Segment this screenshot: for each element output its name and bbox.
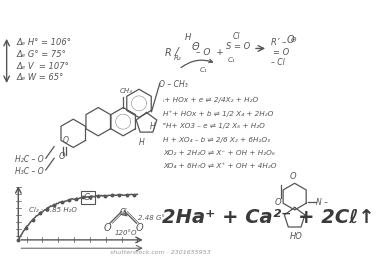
Text: 2.48 G°: 2.48 G° [138, 215, 165, 221]
Text: HO: HO [290, 232, 303, 241]
Text: Cl₂ ⋅ 6.85 H₂O: Cl₂ ⋅ 6.85 H₂O [29, 207, 77, 213]
Text: CH₃: CH₃ [120, 88, 133, 94]
Text: H: H [185, 33, 191, 43]
Text: Δₑ W = 65°: Δₑ W = 65° [17, 73, 64, 82]
Text: – Cl: – Cl [271, 59, 285, 67]
Text: O: O [103, 223, 111, 233]
Text: Θ: Θ [291, 37, 297, 43]
Text: O: O [63, 136, 68, 145]
Text: H: H [150, 122, 156, 131]
Text: R: R [165, 48, 171, 59]
Text: R’ –: R’ – [271, 38, 286, 47]
Text: O – CH₃: O – CH₃ [159, 80, 188, 89]
Text: O: O [275, 198, 281, 207]
Text: /: / [175, 47, 179, 57]
Text: N –: N – [316, 198, 328, 207]
Text: G₂: G₂ [83, 193, 93, 202]
Text: Δₑ V  = 107°: Δₑ V = 107° [17, 62, 69, 71]
Text: C₁: C₁ [228, 57, 236, 63]
Text: Cl: Cl [232, 32, 240, 41]
Text: – O  +: – O + [196, 48, 224, 57]
Text: 120°O: 120°O [115, 230, 137, 236]
Text: C₁: C₁ [200, 67, 207, 73]
Text: H + XO₄ – b ⇌ 2/6 X₂ + 6H₂O₃: H + XO₄ – b ⇌ 2/6 X₂ + 6H₂O₃ [163, 137, 270, 143]
Text: R₂: R₂ [174, 55, 181, 61]
Text: XO₂ + 2H₂O ⇌ X⁻ + OH + H₂O₆: XO₂ + 2H₂O ⇌ X⁻ + OH + H₂O₆ [163, 150, 275, 156]
Text: O: O [286, 35, 294, 45]
Text: ᵢ+ HOx + e ⇌ 2/4X₂ + H₂O: ᵢ+ HOx + e ⇌ 2/4X₂ + H₂O [163, 97, 258, 103]
Text: S = O: S = O [227, 42, 251, 51]
Text: H⁺+ HOx + b ⇌ 1/2 X₄ + 2H₂O: H⁺+ HOx + b ⇌ 1/2 X₄ + 2H₂O [163, 110, 274, 117]
Text: Cl: Cl [120, 208, 127, 217]
Text: Δₑ H° = 106°: Δₑ H° = 106° [17, 38, 72, 47]
Text: H₃C – O: H₃C – O [15, 167, 44, 176]
Text: O: O [290, 172, 296, 181]
FancyArrowPatch shape [181, 59, 212, 67]
Text: ᵊH+ XO3 – e ⇌ 1/2 X₆ + H₂O: ᵊH+ XO3 – e ⇌ 1/2 X₆ + H₂O [163, 123, 265, 129]
Text: H: H [139, 138, 145, 147]
Text: 2Ha⁺ + Ca²⁻ + 2Cℓ↑: 2Ha⁺ + Ca²⁻ + 2Cℓ↑ [162, 208, 375, 227]
Text: shutterstock.com · 2301655953: shutterstock.com · 2301655953 [110, 250, 211, 255]
Text: H₂C – O: H₂C – O [15, 155, 44, 164]
Text: = O: = O [273, 48, 289, 57]
Text: XO₄ + 6H₇O ⇌ X⁺ + OH + 4H₂O: XO₄ + 6H₇O ⇌ X⁺ + OH + 4H₂O [163, 163, 277, 169]
Text: Δₑ G° = 75°: Δₑ G° = 75° [17, 50, 66, 59]
Text: O: O [135, 223, 143, 233]
Text: Θ: Θ [191, 42, 199, 52]
Text: O: O [58, 153, 65, 162]
